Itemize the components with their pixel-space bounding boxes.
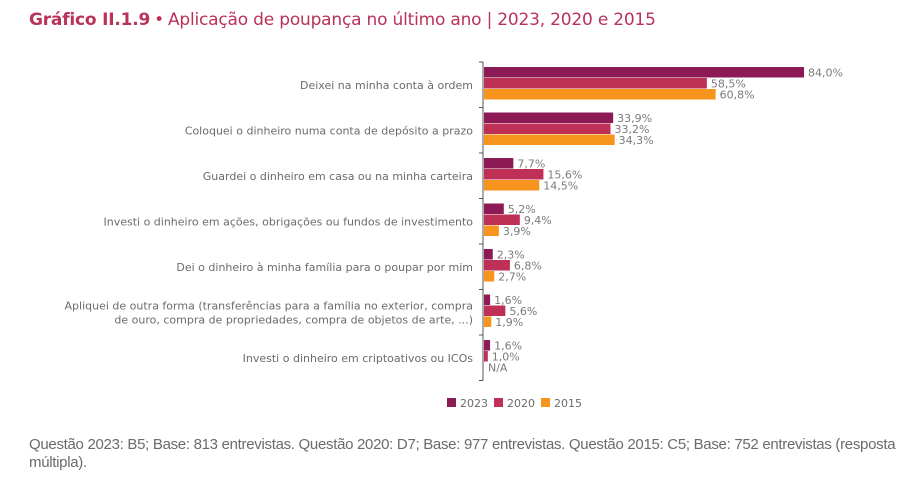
data-label-2023: 2,3% — [497, 249, 525, 262]
legend-swatch-2020 — [494, 398, 503, 407]
data-label-2023: 5,2% — [508, 203, 536, 216]
bar-2015 — [484, 225, 499, 236]
bar-2015 — [484, 180, 540, 191]
bar-2015 — [484, 89, 716, 100]
data-label-2020: 33,2% — [614, 123, 649, 136]
bar-2020 — [484, 78, 707, 89]
bar-2020 — [484, 123, 611, 134]
data-label-2023: 33,9% — [617, 112, 652, 125]
data-label-2020: 6,8% — [514, 260, 542, 273]
legend-swatch-2023 — [447, 398, 456, 407]
category-label: Guardei o dinheiro em casa ou na minha c… — [203, 170, 473, 183]
legend-label-2015: 2015 — [554, 397, 582, 410]
data-label-2015: N/A — [488, 362, 508, 375]
chart-title: Gráfico II.1.9 • Aplicação de poupança no … — [29, 10, 656, 30]
data-label-2015: 60,8% — [720, 89, 755, 102]
bar-2020 — [484, 305, 506, 316]
bar-2015 — [484, 134, 615, 145]
legend-label-2023: 2023 — [460, 397, 488, 410]
category-label: Dei o dinheiro à minha família para o po… — [176, 261, 473, 274]
data-label-2020: 58,5% — [711, 78, 746, 91]
bar-2020 — [484, 214, 520, 225]
data-label-2015: 2,7% — [498, 271, 526, 284]
legend-label-2020: 2020 — [507, 397, 535, 410]
bar-2023 — [484, 158, 514, 169]
chart-title-text: Aplicação de poupança no último ano | 20… — [167, 10, 656, 30]
bar-2020 — [484, 260, 510, 271]
category-label: Investi o dinheiro em ações, obrigações … — [103, 215, 473, 228]
bar-2015 — [484, 316, 492, 327]
bar-2015 — [484, 271, 495, 282]
data-label-2023: 1,6% — [494, 340, 522, 353]
footnote: Questão 2023: B5; Base: 813 entrevistas.… — [29, 436, 896, 471]
category-label: Deixei na minha conta à ordem — [300, 79, 473, 92]
bar-2023 — [484, 340, 491, 351]
bar-chart: Deixei na minha conta à ordem84,0%58,5%6… — [65, 61, 843, 410]
data-label-2015: 34,3% — [619, 134, 654, 147]
legend-swatch-2015 — [541, 398, 550, 407]
category-label: Investi o dinheiro em criptoativos ou IC… — [243, 352, 474, 365]
data-label-2023: 7,7% — [517, 158, 545, 171]
bar-2020 — [484, 351, 488, 362]
data-label-2015: 3,9% — [503, 225, 531, 238]
data-label-2015: 14,5% — [543, 180, 578, 193]
category-label: Coloquei o dinheiro numa conta de depósi… — [185, 124, 473, 137]
data-label-2023: 1,6% — [494, 294, 522, 307]
data-label-2020: 9,4% — [524, 214, 552, 227]
bar-2023 — [484, 203, 504, 214]
bar-2023 — [484, 67, 805, 78]
data-label-2023: 84,0% — [808, 67, 843, 80]
data-label-2020: 1,0% — [492, 351, 520, 364]
title-separator: • — [154, 10, 164, 30]
data-label-2020: 5,6% — [509, 305, 537, 318]
category-label: Apliquei de outra forma (transferências … — [65, 299, 473, 326]
bar-2023 — [484, 112, 614, 123]
data-label-2020: 15,6% — [547, 169, 582, 182]
bar-2023 — [484, 249, 493, 260]
chart-number: Gráfico II.1.9 — [29, 10, 151, 30]
bar-2020 — [484, 169, 544, 180]
data-label-2015: 1,9% — [495, 316, 523, 329]
bar-2023 — [484, 294, 491, 305]
